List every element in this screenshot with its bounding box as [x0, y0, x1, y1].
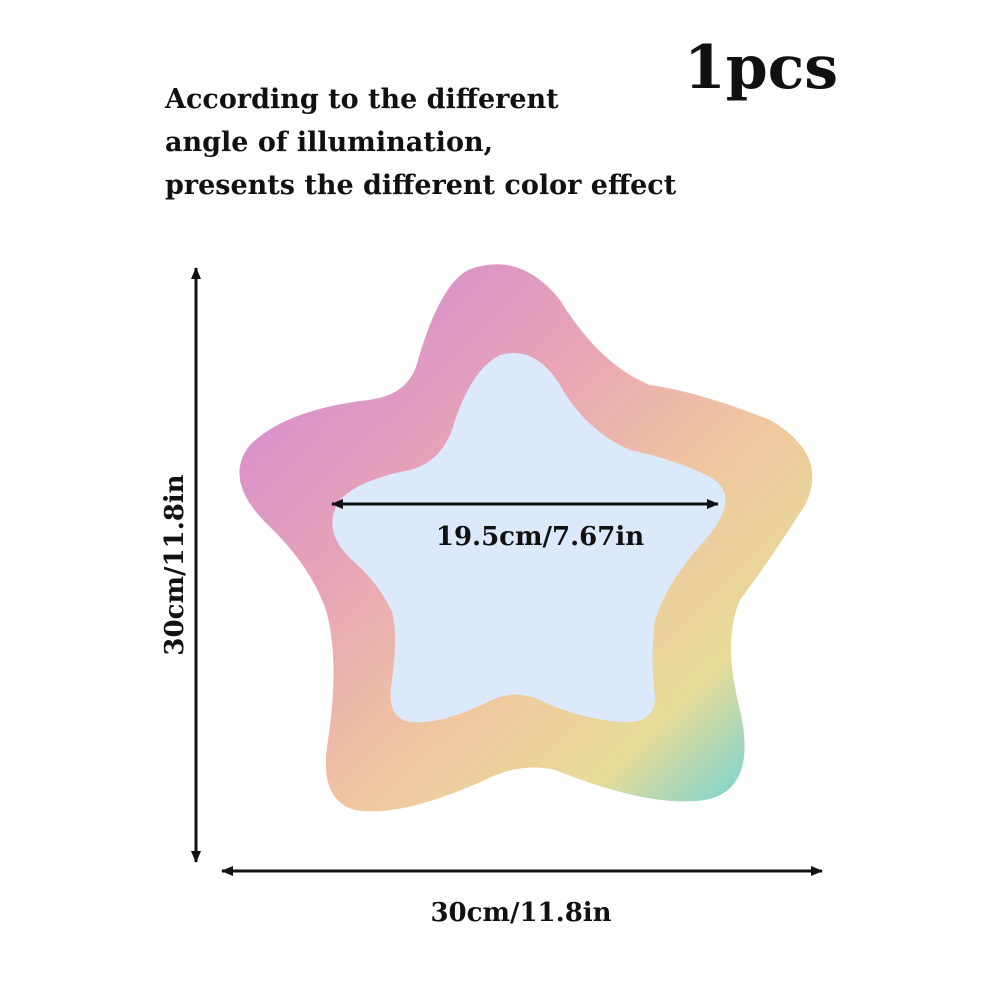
height-label: 30cm/11.8in [160, 474, 190, 655]
description-line-2: angle of illumination, [165, 127, 493, 158]
star-inner-shape [332, 353, 726, 723]
quantity-label: 1pcs [684, 33, 839, 103]
description-line-1: According to the different [165, 84, 559, 115]
description-line-3: presents the different color effect [165, 170, 677, 201]
width-label: 30cm/11.8in [430, 898, 611, 928]
inner-width-label: 19.5cm/7.67in [436, 522, 644, 552]
description-text: According to the different angle of illu… [165, 78, 676, 207]
